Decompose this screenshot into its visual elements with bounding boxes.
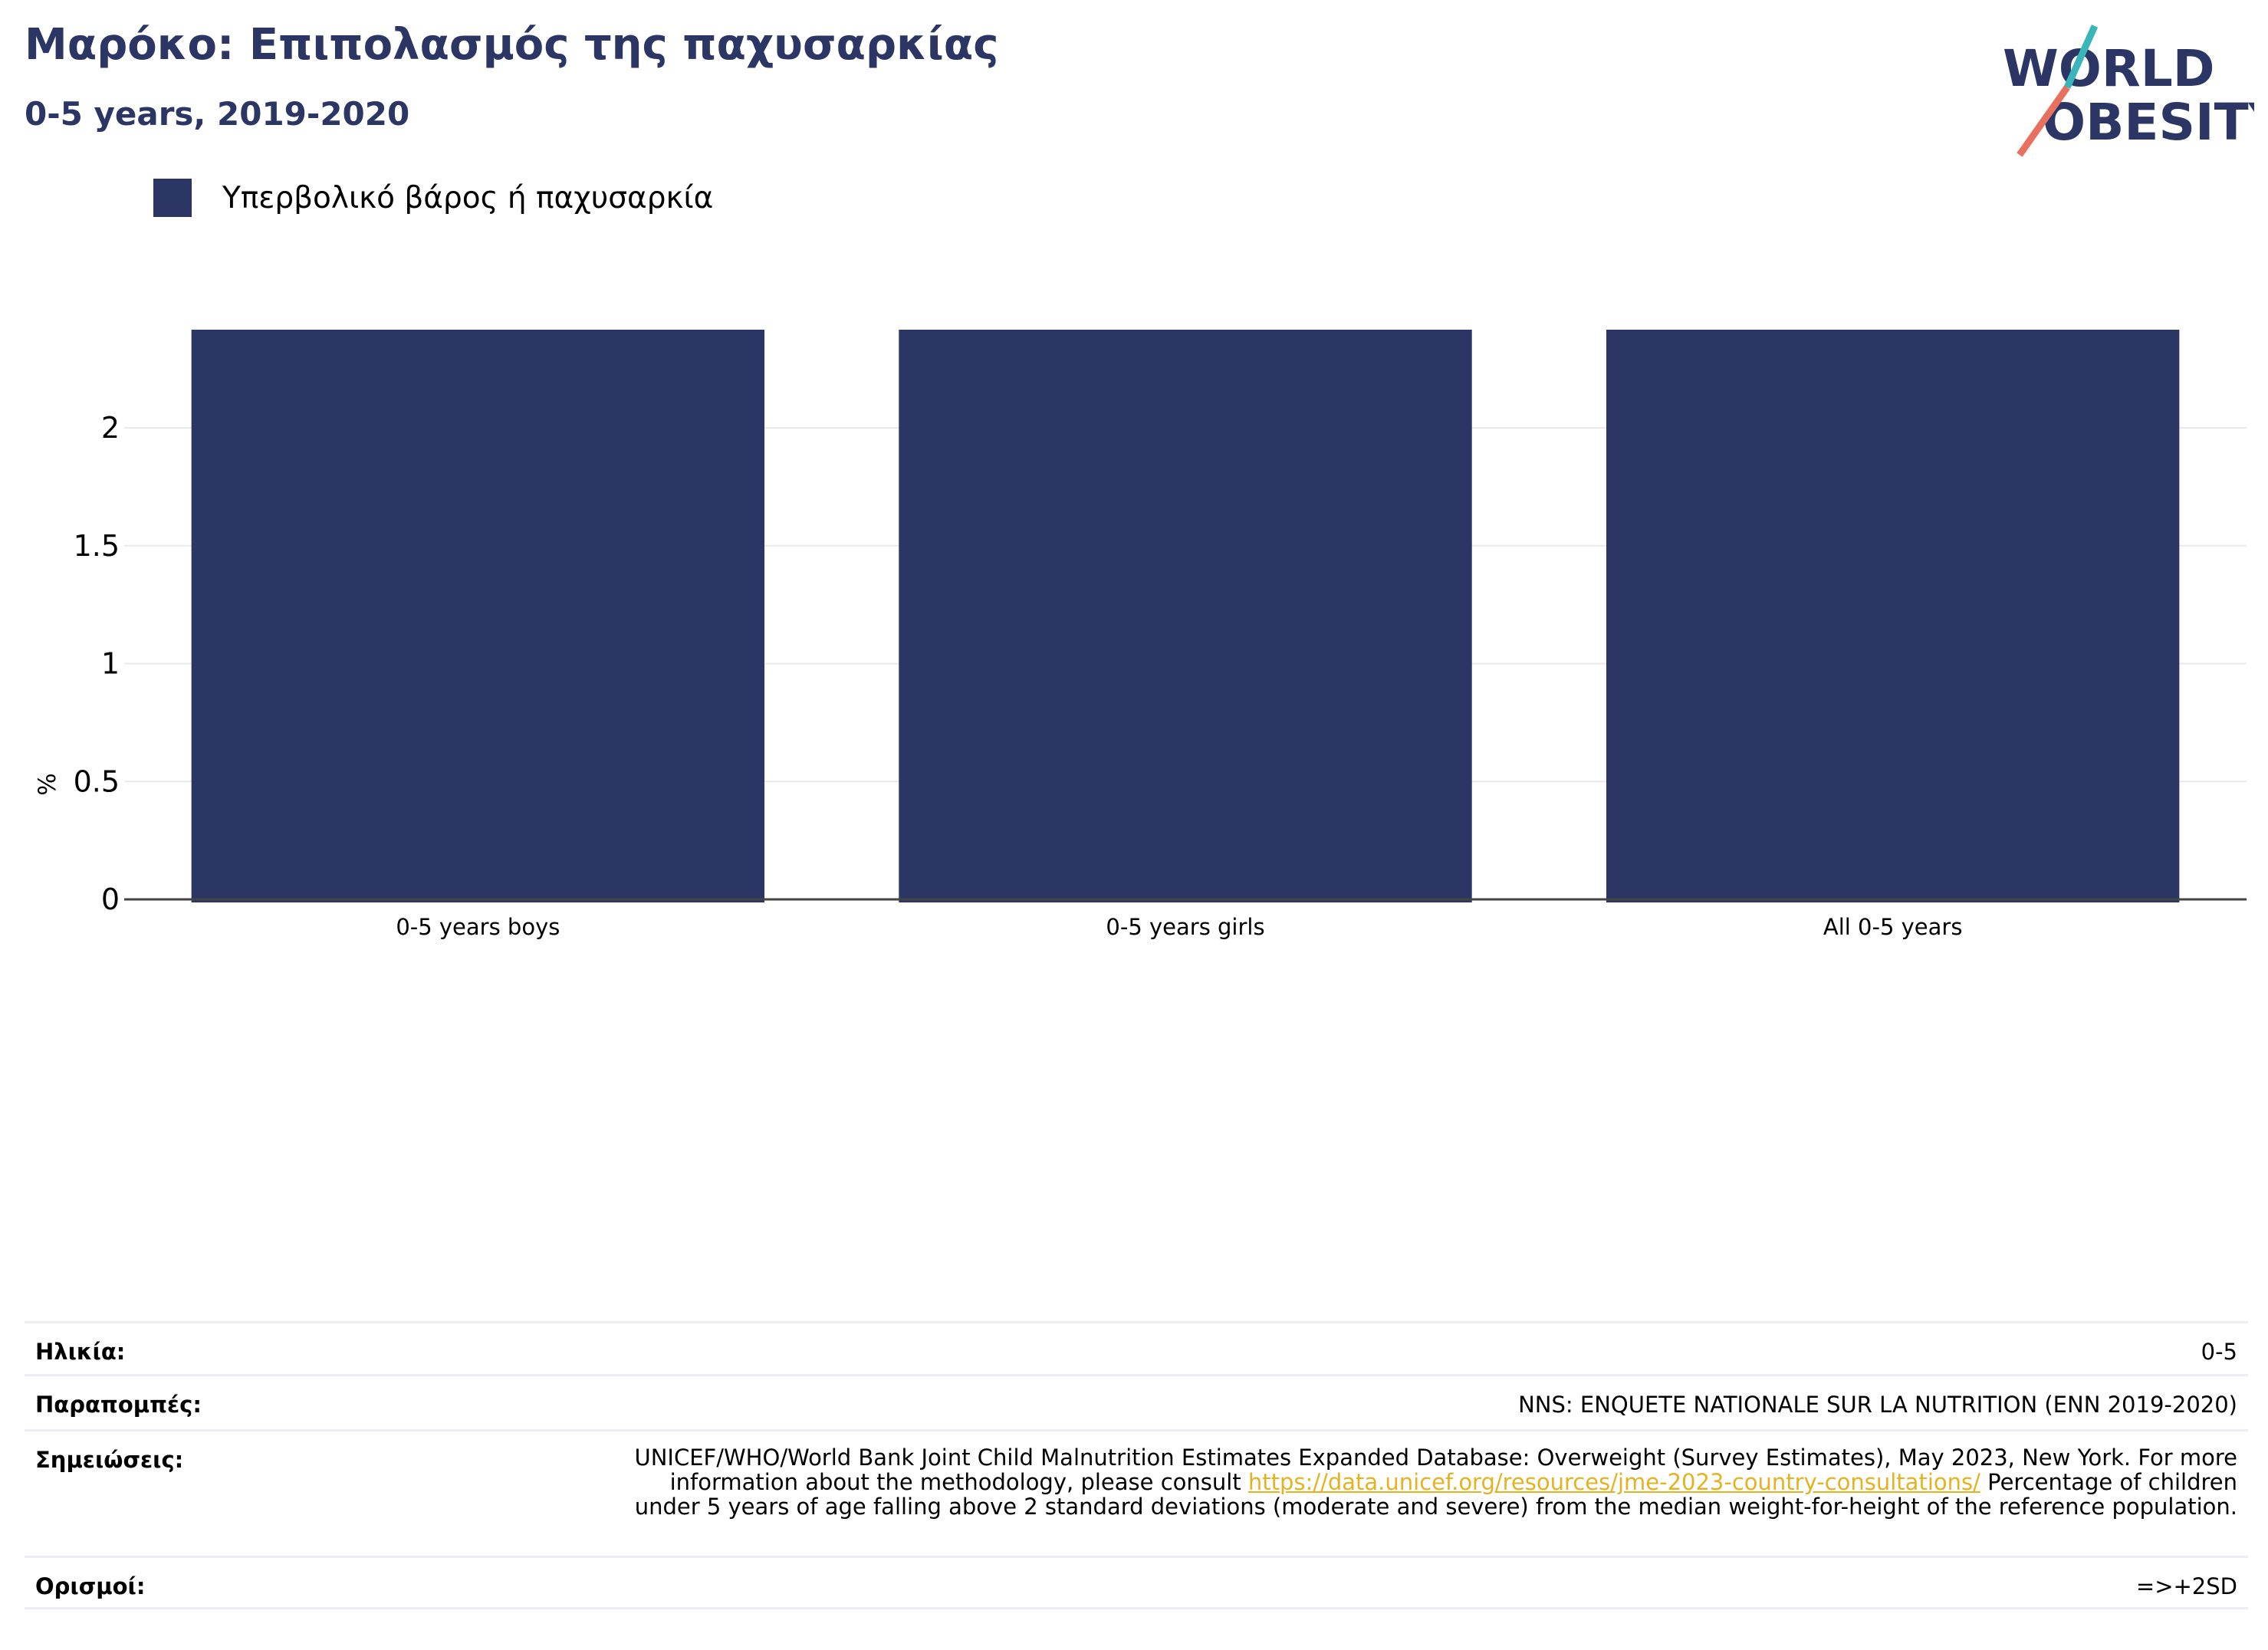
notes-text-after: Percentage of children under 5 years of …	[634, 1469, 2237, 1520]
bars-layer	[191, 330, 2180, 902]
definitions-value: =>+2SD	[2135, 1573, 2237, 1599]
y-tick-label: 0	[101, 883, 120, 916]
x-tick-label: 0-5 years boys	[396, 914, 560, 940]
notes-row: Σημειώσεις: UNICEF/WHO/World Bank Joint …	[25, 1429, 2248, 1556]
logo-line1: WORLD	[2003, 39, 2215, 98]
references-row: Παραπομπές: NNS: ENQUETE NATIONALE SUR L…	[25, 1374, 2248, 1429]
notes-link[interactable]: https://data.unicef.org/resources/jme-20…	[1247, 1469, 1980, 1495]
bar	[1606, 330, 2180, 902]
notes-value: UNICEF/WHO/World Bank Joint Child Malnut…	[612, 1431, 2237, 1519]
references-label: Παραπομπές:	[35, 1392, 202, 1418]
logo-line2: OBESITY	[2043, 93, 2254, 152]
chart-subtitle: 0-5 years, 2019-2020	[25, 95, 410, 133]
bar	[899, 330, 1472, 902]
age-row: Ηλικία: 0-5	[25, 1321, 2248, 1374]
chart-title: Μαρόκο: Επιπολασμός της παχυσαρκίας	[25, 20, 999, 70]
references-value: NNS: ENQUETE NATIONALE SUR LA NUTRITION …	[1518, 1392, 2237, 1418]
y-tick-label: 0.5	[74, 764, 120, 798]
x-tick-label: All 0-5 years	[1823, 914, 1963, 940]
world-obesity-logo: WORLD OBESITY	[2003, 25, 2254, 157]
definitions-label: Ορισμοί:	[35, 1573, 146, 1599]
y-tick-label: 1	[101, 647, 120, 681]
legend-swatch	[153, 179, 192, 217]
info-table: Ηλικία: 0-5 Παραπομπές: NNS: ENQUETE NAT…	[25, 1321, 2248, 1609]
logo-slash-bottom	[2017, 85, 2070, 157]
bar	[191, 330, 765, 902]
notes-label: Σημειώσεις:	[35, 1447, 184, 1473]
y-axis-label: %	[34, 773, 61, 795]
y-tick-label: 2	[101, 411, 120, 445]
legend-label: Υπερβολικό βάρος ή παχυσαρκία	[222, 180, 714, 215]
age-label: Ηλικία:	[35, 1339, 126, 1365]
x-tick-label: 0-5 years girls	[1106, 914, 1264, 940]
notes-text-before: UNICEF/WHO/World Bank Joint Child Malnut…	[634, 1445, 2237, 1495]
logo-slash-top	[2063, 25, 2099, 89]
chart-legend: Υπερβολικό βάρος ή παχυσαρκία	[153, 176, 713, 219]
y-tick-label: 1.5	[74, 529, 120, 563]
definitions-row: Ορισμοί: =>+2SD	[25, 1556, 2248, 1609]
age-value: 0-5	[2201, 1339, 2237, 1365]
